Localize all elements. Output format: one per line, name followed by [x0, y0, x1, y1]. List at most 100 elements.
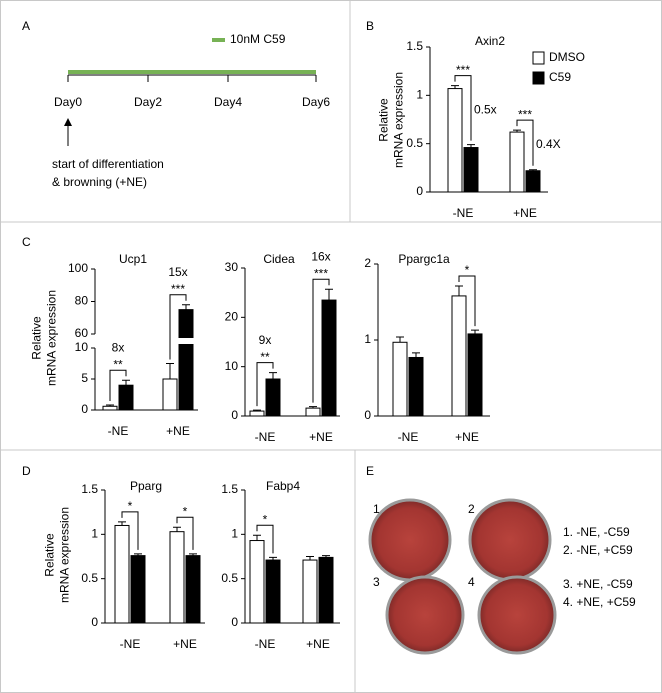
y-tick-label: 10: [75, 340, 89, 354]
bar: [392, 341, 408, 417]
x-tick-label: +NE: [513, 206, 537, 220]
day-label: Day0: [54, 95, 82, 109]
error-bar: [122, 379, 130, 386]
timeline-note: start of differentiation: [52, 157, 164, 171]
bar: [265, 378, 281, 417]
y-tick-label: 0: [416, 184, 423, 198]
y-tick-label: 1: [231, 527, 238, 541]
bar: [130, 555, 146, 624]
fold-change-label: 0.4X: [536, 137, 561, 151]
bar: [185, 555, 201, 624]
x-tick-label: +NE: [455, 430, 479, 444]
x-tick-label: +NE: [309, 430, 333, 444]
well-label: 1: [373, 502, 380, 516]
bar: [451, 295, 467, 417]
chart-title: Pparg: [130, 479, 162, 493]
bar: [249, 540, 265, 624]
error-bar: [412, 352, 420, 358]
day-label: Day6: [302, 95, 330, 109]
error-bar: [269, 372, 277, 379]
bar: [169, 531, 185, 624]
x-tick-label: -NE: [255, 430, 276, 444]
well-label: 4: [468, 575, 475, 589]
fold-change-label: 0.5x: [474, 102, 497, 116]
significance-label: *: [183, 504, 188, 518]
y-tick-label: 0.5: [221, 571, 238, 585]
well-label: 3: [373, 575, 380, 589]
significance-label: *: [465, 263, 470, 277]
start-arrowhead: [64, 118, 72, 126]
significance-label: *: [128, 499, 133, 513]
y-tick-label: 1: [416, 88, 423, 102]
y-axis-label: mRNA expression: [58, 507, 72, 603]
y-axis-label: Relative: [377, 98, 391, 142]
y-tick-label: 1.5: [81, 482, 98, 496]
bar: [321, 299, 337, 417]
well-legend: 1. -NE, -C59: [563, 525, 630, 539]
y-tick-label: 80: [75, 294, 89, 308]
x-tick-label: -NE: [255, 637, 276, 651]
significance-bracket: [109, 369, 127, 402]
dish: [477, 575, 557, 655]
y-tick-label: 0: [364, 408, 371, 422]
error-bar: [325, 288, 333, 301]
chart-title: Fabp4: [266, 479, 300, 493]
y-tick-label: 2: [364, 256, 371, 270]
y-tick-label: 1: [364, 332, 371, 346]
y-tick-label: 0: [231, 615, 238, 629]
bar: [509, 131, 525, 193]
x-tick-label: -NE: [120, 637, 141, 651]
axis-break-gap: [178, 338, 194, 344]
x-tick-label: +NE: [173, 637, 197, 651]
bar: [249, 410, 265, 417]
legend-label: C59: [549, 70, 571, 84]
chart-title: Ucp1: [119, 252, 147, 266]
bar: [318, 556, 334, 624]
bar: [162, 378, 178, 411]
y-tick-label: 100: [68, 261, 88, 275]
dish: [468, 498, 552, 582]
error-bar: [471, 329, 479, 334]
fold-change-label: 9x: [259, 333, 272, 347]
panel-label: E: [366, 464, 374, 478]
bar: [118, 384, 134, 411]
bar: [467, 333, 483, 417]
y-tick-label: 0: [91, 615, 98, 629]
error-bar: [455, 285, 463, 296]
y-tick-label: 60: [75, 326, 89, 340]
x-tick-label: -NE: [398, 430, 419, 444]
significance-label: **: [113, 357, 123, 371]
bar: [114, 524, 130, 624]
chart-title: Cidea: [263, 252, 295, 266]
error-bar: [166, 363, 174, 379]
fold-change-label: 15x: [168, 265, 187, 279]
y-tick-label: 10: [225, 359, 239, 373]
significance-label: **: [260, 350, 270, 364]
significance-label: *: [263, 512, 268, 526]
y-tick-label: 1.5: [221, 482, 238, 496]
y-axis-label: Relative: [30, 316, 44, 360]
error-bar: [173, 526, 181, 532]
error-bar: [306, 556, 314, 561]
dish: [368, 498, 452, 582]
panel-label: C: [22, 235, 31, 249]
day-label: Day4: [214, 95, 242, 109]
y-tick-label: 0.5: [81, 571, 98, 585]
legend-swatch: [532, 51, 545, 65]
x-tick-label: +NE: [166, 424, 190, 438]
significance-label: ***: [456, 63, 470, 77]
y-tick-label: 5: [81, 371, 88, 385]
fold-change-label: 16x: [311, 249, 330, 263]
bar: [102, 405, 118, 411]
error-bar: [396, 336, 404, 343]
bar: [447, 88, 463, 193]
error-bar: [182, 304, 190, 310]
bar: [265, 559, 281, 624]
significance-bracket: [176, 516, 194, 550]
bar: [463, 147, 479, 193]
error-bar: [253, 534, 261, 541]
bar: [525, 170, 541, 193]
significance-bracket: [121, 511, 139, 550]
panel-label: D: [22, 464, 31, 478]
well-legend: 3. +NE, -C59: [563, 577, 633, 591]
